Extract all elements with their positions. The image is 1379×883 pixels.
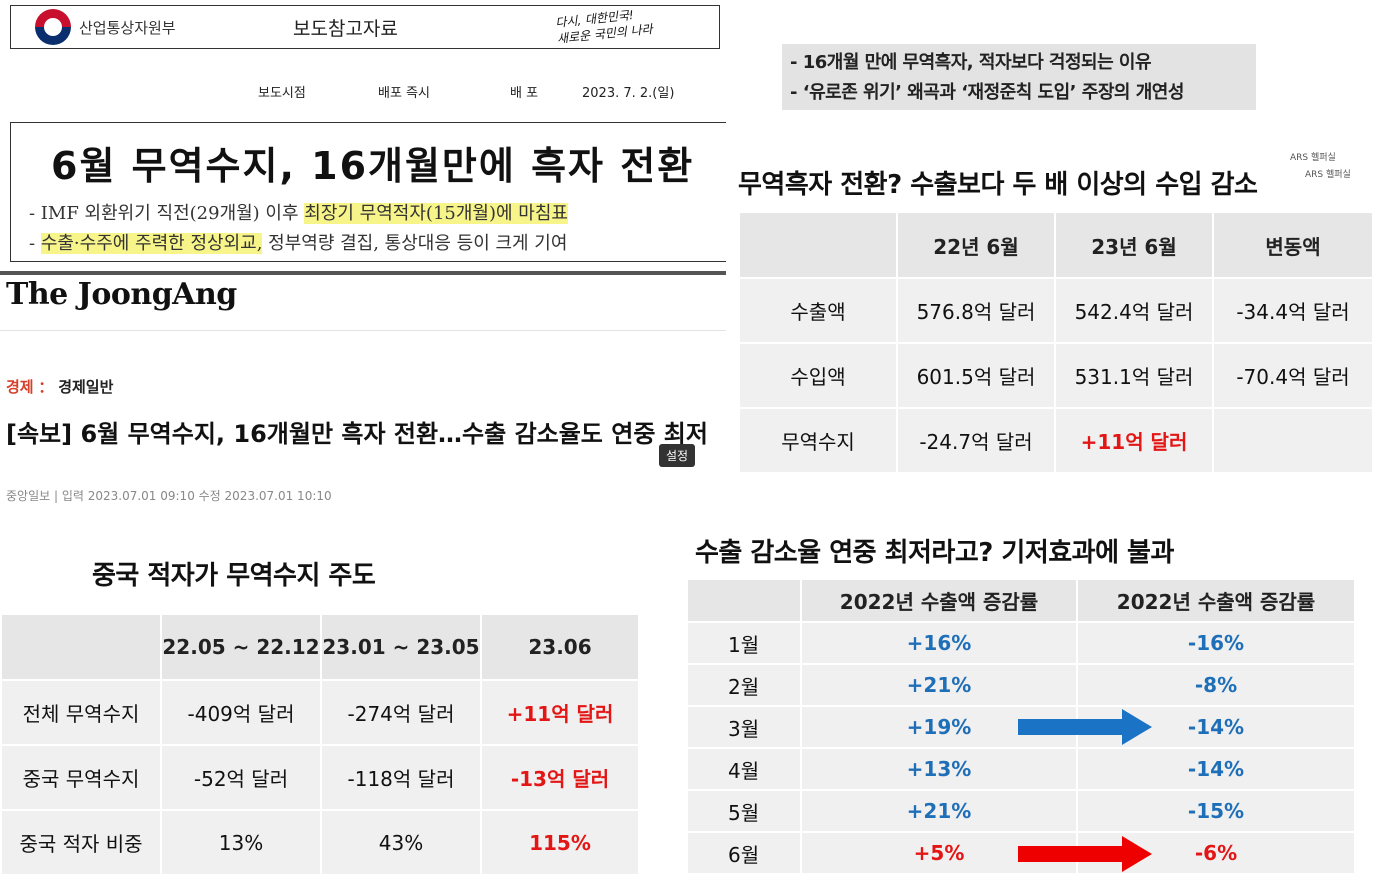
distribution-label: 배 포 xyxy=(510,86,539,101)
caption-line-2: - ‘유로존 위기’ 왜곡과 ‘재정준칙 도입’ 주장의 개연성 xyxy=(790,82,1184,103)
table-row: 중국 적자 비중 13% 43% 115% xyxy=(0,809,640,876)
article-byline: 중앙일보 | 입력 2023.07.01 09:10 수정 2023.07.01… xyxy=(6,489,332,503)
table-row: 5월 +21% -15% xyxy=(686,789,1356,833)
press-release-subpoint-2: - 수출·수주에 주력한 정상외교, 정부역량 결집, 통상대응 등이 크게 기… xyxy=(29,233,568,254)
category-link[interactable]: 경제 xyxy=(6,378,34,396)
ministry-name: 산업통상자원부 xyxy=(79,18,176,37)
divider xyxy=(0,330,726,331)
trade-table-title: 무역흑자 전환? 수출보다 두 배 이상의 수입 감소 xyxy=(738,170,1258,200)
table-row: 1월 +16% -16% xyxy=(686,621,1356,665)
channel-watermark: ARS 헬퍼실 xyxy=(1305,170,1351,180)
article-headline: [속보] 6월 무역수지, 16개월만 흑자 전환…수출 감소율도 연중 최저 xyxy=(6,420,708,448)
export-table-title: 수출 감소율 연중 최저라고? 기저효과에 불과 xyxy=(695,538,1174,568)
table-row: 무역수지 -24.7억 달러 +11억 달러 xyxy=(738,407,1374,474)
export-growth-table: 2022년 수출액 증감률 2022년 수출액 증감률 1월 +16% -16%… xyxy=(686,578,1356,875)
article-category: 경제 ： 경제일반 xyxy=(6,378,114,396)
subcategory-link[interactable]: 경제일반 xyxy=(58,378,114,396)
caption-box: - 16개월 만에 무역흑자, 적자보다 걱정되는 이유 - ‘유로존 위기’ … xyxy=(782,44,1256,110)
press-release-subpoint-1: - IMF 외환위기 직전(29개월) 이후 최장기 무역적자(15개월)에 마… xyxy=(29,203,568,224)
release-time-value: 배포 즉시 xyxy=(378,86,430,101)
china-table-title: 중국 적자가 무역수지 주도 xyxy=(92,561,376,591)
table-row: 수입액 601.5억 달러 531.1억 달러 -70.4억 달러 xyxy=(738,342,1374,409)
table-header-row: 22년 6월 23년 6월 변동액 xyxy=(738,211,1374,279)
table-row: 수출액 576.8억 달러 542.4억 달러 -34.4억 달러 xyxy=(738,277,1374,344)
caption-line-1: - 16개월 만에 무역흑자, 적자보다 걱정되는 이유 xyxy=(790,52,1152,73)
settings-tooltip: 설정 xyxy=(659,444,696,467)
table-row: 2월 +21% -8% xyxy=(686,663,1356,707)
release-time-label: 보도시점 xyxy=(258,86,306,101)
divider xyxy=(0,271,726,275)
press-release-title: 6월 무역수지, 16개월만에 흑자 전환 xyxy=(51,144,695,188)
press-release-header: 산업통상자원부 보도참고자료 다시, 대한민국! 새로운 국민의 나라 xyxy=(10,5,720,49)
trade-balance-table: 22년 6월 23년 6월 변동액 수출액 576.8억 달러 542.4억 달… xyxy=(738,211,1374,474)
table-header-row: 2022년 수출액 증감률 2022년 수출액 증감률 xyxy=(686,578,1356,623)
table-row: 중국 무역수지 -52억 달러 -118억 달러 -13억 달러 xyxy=(0,744,640,811)
table-row: 전체 무역수지 -409억 달러 -274억 달러 +11억 달러 xyxy=(0,679,640,746)
arrow-right-icon xyxy=(1018,836,1152,872)
table-row: 4월 +13% -14% xyxy=(686,747,1356,791)
china-deficit-table: 22.05 ~ 22.12 23.01 ~ 23.05 23.06 전체 무역수… xyxy=(0,613,640,876)
distribution-date: 2023. 7. 2.(일) xyxy=(582,86,675,101)
slogan: 다시, 대한민국! 새로운 국민의 나라 xyxy=(554,7,654,46)
arrow-right-icon xyxy=(1018,709,1152,745)
table-header-row: 22.05 ~ 22.12 23.01 ~ 23.05 23.06 xyxy=(0,613,640,681)
document-kind: 보도참고자료 xyxy=(293,17,398,40)
joongang-logo[interactable]: The JoongAng xyxy=(6,277,237,312)
press-release-title-box: 6월 무역수지, 16개월만에 흑자 전환 - IMF 외환위기 직전(29개월… xyxy=(10,122,726,262)
channel-watermark: ARS 헬퍼실 xyxy=(1290,153,1336,163)
government-logo-icon xyxy=(35,9,71,45)
